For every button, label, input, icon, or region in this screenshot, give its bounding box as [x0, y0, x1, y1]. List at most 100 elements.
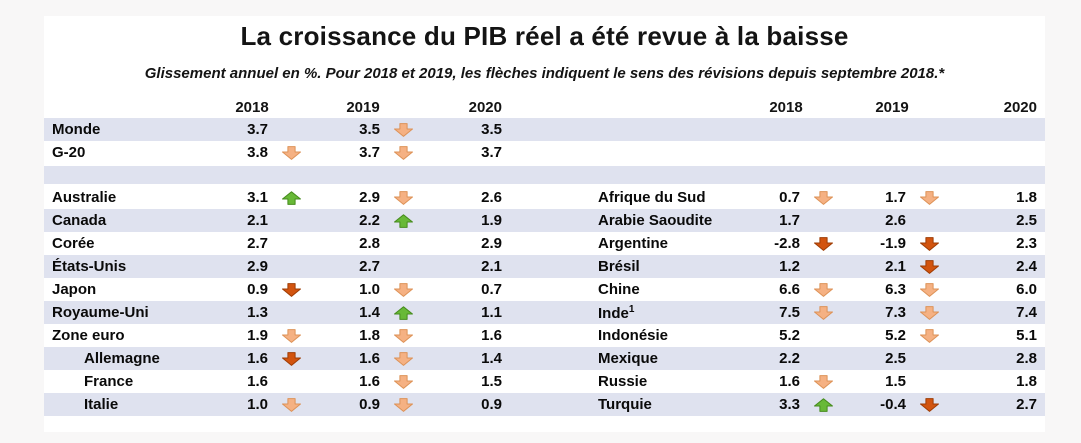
country-name: Zone euro	[52, 327, 125, 344]
left-country-label: Allemagne	[44, 350, 204, 367]
right-value-2020: 6.0	[1016, 281, 1037, 298]
right-value-2020: 2.4	[1016, 258, 1037, 275]
down-arrow-icon	[393, 122, 413, 137]
right-country-label: Inde1	[590, 304, 740, 322]
country-name: Monde	[52, 121, 101, 138]
right-value-2019: 6.3	[885, 281, 906, 298]
left-country-label: Canada	[44, 212, 204, 229]
country-name: Afrique du Sud	[598, 189, 706, 206]
year-header-row: 2018 2019 2020 2018 2019 2020	[44, 97, 1045, 118]
left-value-2020: 3.5	[481, 121, 502, 138]
right-revision-arrow-2018	[800, 232, 846, 255]
down-strong-arrow-icon	[281, 282, 301, 297]
right-revision-arrow-2019	[906, 209, 952, 232]
right-value-2018: 2.2	[779, 350, 800, 367]
country-name: Chine	[598, 281, 640, 298]
down-arrow-icon	[813, 190, 833, 205]
down-strong-arrow-icon	[919, 259, 939, 274]
right-revision-arrow-2018	[800, 278, 846, 301]
right-value-2018: -2.8	[774, 235, 800, 252]
right-value-2020: 1.8	[1016, 373, 1037, 390]
down-arrow-icon	[393, 328, 413, 343]
year-header-left-2018: 2018	[235, 99, 269, 116]
right-value-2020: 2.8	[1016, 350, 1037, 367]
left-country-label: Monde	[44, 121, 204, 138]
right-revision-arrow-2019	[906, 393, 952, 416]
left-country-label: Italie	[44, 396, 204, 413]
right-value-2019: 7.3	[885, 304, 906, 321]
country-name: G-20	[52, 144, 86, 161]
down-arrow-icon	[919, 328, 939, 343]
left-revision-arrow-2019	[380, 324, 426, 347]
left-value-2018: 3.7	[247, 121, 268, 138]
left-country-label: G-20	[44, 144, 204, 161]
table-row: Japon 0.9 1.0 0.7 Chine 6.6 6.3 6.0	[44, 278, 1045, 301]
figure-subtitle: Glissement annuel en %. Pour 2018 et 201…	[144, 65, 945, 82]
left-value-2019: 2.8	[359, 235, 380, 252]
right-value-2018: 6.6	[779, 281, 800, 298]
left-revision-arrow-2019	[380, 232, 426, 255]
left-value-2018: 3.1	[247, 189, 268, 206]
left-revision-arrow-2019	[380, 278, 426, 301]
right-value-2018: 1.7	[779, 212, 800, 229]
right-revision-arrow-2019	[906, 186, 952, 209]
left-value-2018: 2.1	[247, 212, 268, 229]
left-value-2018: 2.9	[247, 258, 268, 275]
left-revision-arrow-2018	[268, 301, 314, 324]
gdp-growth-table: 2018 2019 2020 2018 2019 2020 Monde 3.7 3.…	[44, 97, 1045, 416]
country-name: Argentine	[598, 235, 669, 252]
country-name: Arabie Saoudite	[598, 212, 713, 229]
left-value-2019: 2.9	[359, 189, 380, 206]
left-value-2018: 0.9	[247, 281, 268, 298]
down-arrow-icon	[813, 374, 833, 389]
up-arrow-icon	[281, 190, 301, 205]
left-country-label: Corée	[44, 235, 204, 252]
spacer-row	[44, 166, 1045, 184]
right-value-2020: 7.4	[1016, 304, 1037, 321]
country-name: Brésil	[598, 258, 640, 275]
left-revision-arrow-2018	[268, 393, 314, 416]
left-revision-arrow-2018	[268, 232, 314, 255]
right-value-2020: 2.3	[1016, 235, 1037, 252]
down-arrow-icon	[919, 305, 939, 320]
left-revision-arrow-2018	[268, 370, 314, 393]
year-header-right-2020: 2020	[1003, 99, 1037, 116]
right-revision-arrow-2018	[800, 186, 846, 209]
country-name: Russie	[598, 373, 648, 390]
right-value-2019: 2.5	[885, 350, 906, 367]
right-value-2018: 7.5	[779, 304, 800, 321]
table-row: G-20 3.8 3.7 3.7	[44, 141, 1045, 164]
table-row: Canada 2.1 2.2 1.9 Arabie Saoudite 1.7 2.6 2.5	[44, 209, 1045, 232]
left-value-2020: 1.4	[481, 350, 502, 367]
left-value-2019: 1.6	[359, 350, 380, 367]
left-revision-arrow-2018	[268, 347, 314, 370]
right-country-label: Indonésie	[590, 327, 740, 344]
right-value-2019: 2.6	[885, 212, 906, 229]
left-revision-arrow-2019	[380, 209, 426, 232]
left-value-2019: 1.6	[359, 373, 380, 390]
country-name: Australie	[52, 189, 117, 206]
country-name: Mexique	[598, 350, 659, 367]
left-country-label: Royaume-Uni	[44, 304, 204, 321]
right-value-2019: 5.2	[885, 327, 906, 344]
down-arrow-icon	[919, 282, 939, 297]
left-value-2020: 2.6	[481, 189, 502, 206]
right-revision-arrow-2019	[906, 370, 952, 393]
left-revision-arrow-2019	[380, 347, 426, 370]
down-arrow-icon	[813, 305, 833, 320]
left-value-2019: 1.8	[359, 327, 380, 344]
right-revision-arrow-2019	[906, 232, 952, 255]
table-row: Monde 3.7 3.5 3.5	[44, 118, 1045, 141]
down-strong-arrow-icon	[919, 236, 939, 251]
left-revision-arrow-2019	[380, 301, 426, 324]
right-value-2018: 5.2	[779, 327, 800, 344]
right-country-label: Afrique du Sud	[590, 189, 740, 206]
left-country-label: États-Unis	[44, 258, 204, 275]
country-name: Indonésie	[598, 327, 669, 344]
right-value-2020: 2.5	[1016, 212, 1037, 229]
country-name: Corée	[52, 235, 95, 252]
right-revision-arrow-2018	[800, 118, 846, 141]
left-revision-arrow-2018	[268, 186, 314, 209]
right-value-2018: 3.3	[779, 396, 800, 413]
down-arrow-icon	[813, 282, 833, 297]
